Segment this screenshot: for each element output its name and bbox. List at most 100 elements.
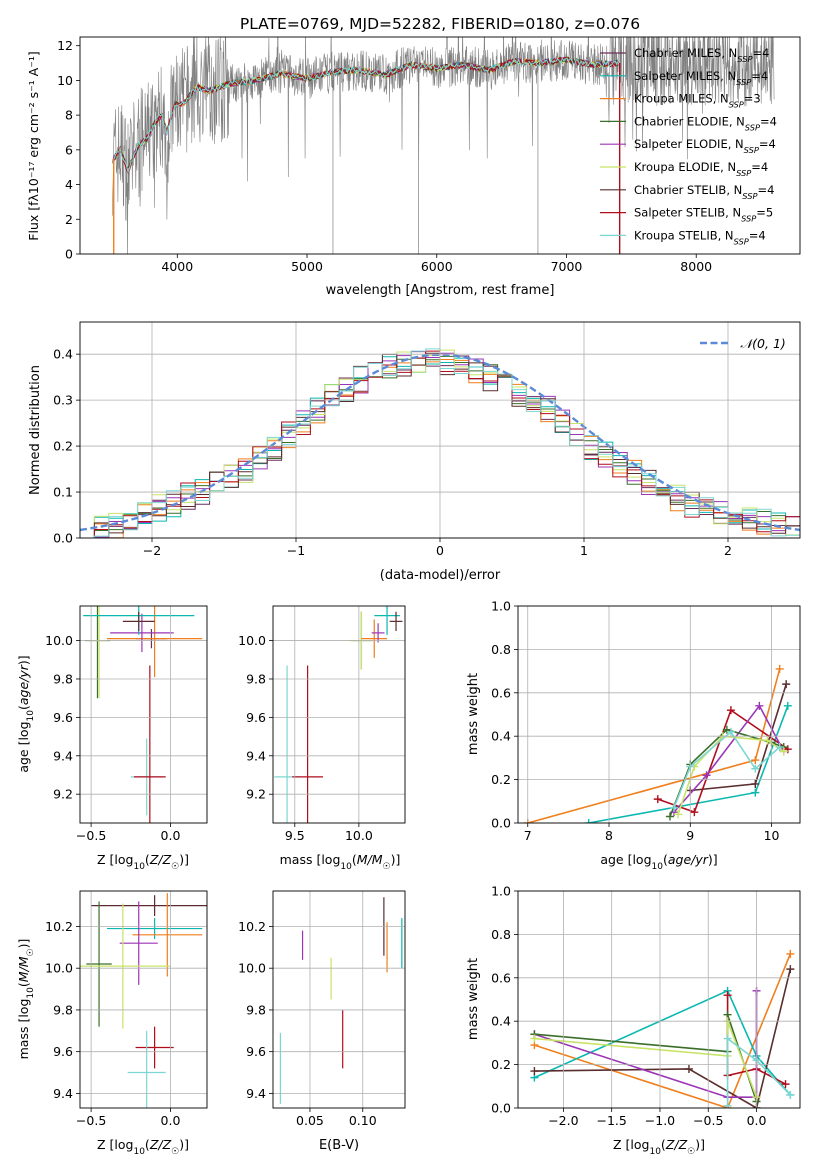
y-tick-label: 9.2 — [246, 787, 266, 802]
axes-frame — [79, 321, 801, 539]
x-tick-label: −1 — [287, 543, 305, 558]
y-tick-label: 9.6 — [53, 1044, 73, 1059]
y-tick-label: 9.4 — [53, 748, 73, 763]
y-axis-label: Flux [fλ10⁻¹⁷ erg cm⁻² s⁻¹ A⁻¹] — [26, 51, 41, 240]
legend-entry: Salpeter STELIB, NSSP=5 — [634, 206, 773, 224]
x-tick-label: −1.5 — [596, 1113, 626, 1128]
y-tick-label: 9.8 — [53, 671, 73, 686]
y-tick-label: 0.0 — [491, 1101, 511, 1116]
mass-weight-marker — [786, 949, 795, 958]
y-axis-label: mass [log10(M/M☉)] — [16, 939, 36, 1060]
mass-weight-line — [677, 735, 785, 815]
plot-area — [111, 37, 775, 254]
y-tick-label: 10.0 — [45, 633, 73, 648]
mass-weight-line — [657, 708, 789, 814]
legend-entry: Chabrier ELODIE, NSSP=4 — [634, 114, 777, 132]
x-tick-label: 9.5 — [285, 828, 305, 843]
mass-weight-marker — [775, 743, 784, 752]
x-tick-label: 5000 — [291, 259, 323, 274]
y-tick-label: 0.0 — [491, 816, 511, 831]
y-tick-label: 1.0 — [491, 884, 511, 899]
y-tick-label: 6 — [65, 142, 73, 157]
x-tick-label: 0.0 — [747, 1113, 767, 1128]
mass-weight-line — [534, 1020, 758, 1098]
y-tick-label: 9.2 — [53, 787, 73, 802]
y-tick-label: 2 — [65, 212, 73, 227]
y-tick-label: 9.8 — [246, 1002, 266, 1017]
legend-entry: Kroupa ELODIE, NSSP=4 — [634, 160, 768, 178]
mass-weight-marker — [783, 701, 792, 710]
legend-entry: Chabrier STELIB, NSSP=4 — [634, 183, 774, 201]
panel-age-vs-mass: 9.5 10.0 9.2 9.4 9.6 9.8 10.0 mass [log10(M/M☉)… — [238, 605, 406, 872]
y-tick-label: 0.3 — [53, 393, 73, 408]
x-axis-label: (data-model)/error — [380, 568, 501, 583]
y-tick-label: 0.8 — [491, 642, 511, 657]
x-tick-label: 4000 — [161, 259, 193, 274]
plot-area — [530, 949, 795, 1108]
y-tick-label: 0.2 — [491, 772, 511, 787]
y-tick-label: 10.2 — [45, 919, 73, 934]
y-tick-label: 0.1 — [53, 485, 73, 500]
mass-weight-marker — [751, 764, 760, 773]
mass-weight-marker — [781, 1080, 790, 1089]
y-tick-label: 10.0 — [238, 961, 266, 976]
legend-entry: 𝒩(0, 1) — [740, 336, 786, 351]
y-tick-label: 0.2 — [53, 439, 73, 454]
plot-area — [523, 664, 792, 823]
y-tick-label: 9.6 — [246, 710, 266, 725]
mass-weight-marker — [530, 1034, 539, 1043]
figure-title: PLATE=0769, MJD=52282, FIBERID=0180, z=0… — [240, 15, 640, 33]
panel-spectrum: 4000 5000 6000 7000 8000 0 2 4 6 8 10 12 Chabrier MI… — [26, 36, 801, 298]
legend-entry: Kroupa MILES, NSSP=3 — [634, 92, 761, 110]
x-tick-label: 0 — [436, 543, 444, 558]
panel-mass-weight-vs-z: −2.0 −1.5 −1.0 −0.5 0.0 0.0 0.2 0.4 0.6 0.8 1.0 Z [… — [466, 884, 801, 1157]
x-tick-label: 10.0 — [345, 828, 373, 843]
x-tick-label: 8000 — [680, 259, 712, 274]
axes-frame — [517, 605, 801, 824]
x-tick-label: −0.5 — [76, 1113, 106, 1128]
x-tick-label: −2 — [143, 543, 161, 558]
x-tick-label: 7 — [524, 828, 532, 843]
mass-weight-marker — [783, 745, 792, 754]
mass-weight-marker — [722, 725, 731, 734]
x-tick-label: 0.0 — [161, 1113, 181, 1128]
mass-weight-marker — [782, 680, 791, 689]
mass-weight-marker — [653, 795, 662, 804]
y-tick-label: 0.8 — [491, 927, 511, 942]
x-axis-label: Z [log10(Z/Z☉)] — [613, 1137, 705, 1157]
y-tick-label: 0 — [65, 247, 73, 262]
mass-weight-marker — [690, 808, 699, 817]
x-axis-label: mass [log10(M/M☉)] — [280, 852, 401, 872]
y-tick-label: 9.8 — [246, 671, 266, 686]
mass-weight-line — [534, 989, 791, 1096]
y-tick-label: 10.2 — [238, 919, 266, 934]
y-tick-label: 0.4 — [491, 1014, 511, 1029]
legend-entry: Chabrier MILES, NSSP=4 — [634, 46, 769, 64]
mass-weight-line — [527, 668, 781, 823]
x-axis-label: wavelength [Angstrom, rest frame] — [326, 283, 555, 298]
mass-weight-marker — [665, 812, 674, 821]
mass-weight-marker — [702, 771, 711, 780]
y-tick-label: 0.4 — [491, 729, 511, 744]
x-tick-label: 2 — [724, 543, 732, 558]
x-tick-label: 0.10 — [349, 1113, 377, 1128]
panel-mass-weight-vs-age: 7 8 9 10 0.0 0.2 0.4 0.6 0.8 1.0 age [log10(age/yr… — [466, 599, 801, 872]
x-tick-label: −0.5 — [76, 828, 106, 843]
y-tick-label: 9.4 — [53, 1086, 73, 1101]
x-tick-label: 0.0 — [161, 828, 181, 843]
axes-frame — [79, 890, 208, 1109]
mass-weight-marker — [723, 991, 732, 1000]
x-tick-label: 6000 — [421, 259, 453, 274]
y-axis-label: mass weight — [466, 673, 481, 755]
mass-weight-line — [534, 953, 792, 1108]
x-tick-label: −2.0 — [548, 1113, 578, 1128]
mass-weight-marker — [751, 788, 760, 797]
y-tick-label: 10.0 — [45, 961, 73, 976]
mass-weight-marker — [751, 756, 760, 765]
mass-weight-marker — [584, 819, 593, 823]
mass-weight-marker — [684, 1064, 693, 1073]
y-axis-label: age [log10(age/yr)] — [16, 655, 36, 772]
spectrum-legend: Chabrier MILES, NSSP=4 Salpeter MILES, NS… — [600, 46, 777, 246]
mass-weight-marker — [763, 736, 772, 745]
